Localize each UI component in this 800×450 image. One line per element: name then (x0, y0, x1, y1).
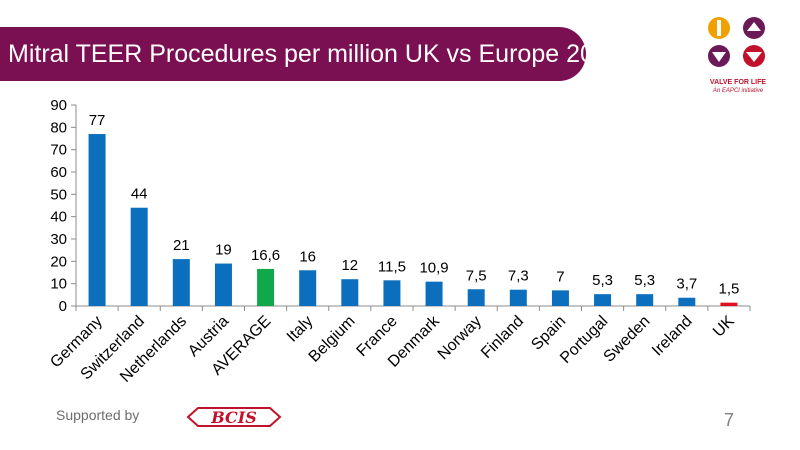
data-label: 12 (341, 257, 358, 274)
data-label: 16 (299, 248, 316, 265)
y-tick-label: 0 (59, 298, 67, 315)
logo-title: VALVE FOR LIFE (709, 79, 767, 86)
data-label: 7,5 (466, 267, 487, 284)
y-tick-label: 60 (50, 164, 67, 181)
page-number: 7 (724, 410, 735, 430)
valve-for-life-logo (708, 17, 765, 67)
y-tick-label: 20 (50, 253, 67, 270)
y-tick-label: 70 (50, 142, 67, 159)
slide-title: Mitral TEER Procedures per million UK vs… (0, 27, 622, 81)
category-label: Italy (284, 313, 317, 346)
data-label: 44 (131, 186, 148, 203)
y-tick-label: 90 (50, 97, 67, 114)
data-label: 7,3 (508, 268, 529, 285)
category-label: UK (710, 313, 738, 341)
category-label: Ireland (649, 313, 696, 360)
bcis-logo: BCIS (186, 407, 282, 427)
bar (720, 302, 738, 306)
bar (130, 207, 148, 306)
data-label: 77 (89, 112, 106, 129)
bar (636, 294, 654, 306)
category-label: Spain (528, 313, 569, 354)
data-label: 5,3 (634, 272, 655, 289)
bar-chart: 010203040506070809077Germany44Switzerlan… (47, 97, 751, 386)
logo-caption: VALVE FOR LIFE An EAPCI initiative (702, 79, 774, 95)
bar (257, 268, 275, 306)
category-label: Finland (478, 313, 527, 362)
category-label: Sweden (601, 313, 654, 366)
y-tick-label: 80 (50, 119, 67, 136)
data-label: 16,6 (251, 247, 280, 264)
bar (383, 280, 401, 306)
bar (425, 281, 443, 306)
bar (172, 259, 190, 306)
data-label: 1,5 (719, 281, 740, 298)
bar (299, 270, 317, 306)
category-label: Belgium (306, 313, 359, 366)
bar (88, 134, 106, 306)
supported-by-label: Supported by (56, 407, 140, 423)
bar (467, 289, 485, 306)
bar (594, 294, 612, 306)
data-label: 7 (556, 268, 564, 285)
data-label: 5,3 (592, 272, 613, 289)
bar (678, 297, 696, 306)
bar (551, 290, 569, 306)
y-tick-label: 10 (50, 276, 67, 293)
svg-text:BCIS: BCIS (210, 408, 257, 427)
data-label: 11,5 (378, 258, 406, 275)
data-label: 10,9 (419, 260, 448, 277)
y-tick-label: 50 (50, 186, 67, 203)
data-label: 21 (173, 237, 190, 254)
bar (509, 289, 527, 306)
y-tick-label: 30 (50, 231, 67, 248)
category-label: Norway (435, 313, 485, 363)
bar (341, 279, 359, 306)
data-label: 3,7 (676, 276, 697, 293)
y-tick-label: 40 (50, 209, 67, 226)
data-label: 19 (215, 242, 232, 259)
bar (214, 263, 232, 306)
logo-subtitle: An EAPCI initiative (712, 88, 764, 94)
